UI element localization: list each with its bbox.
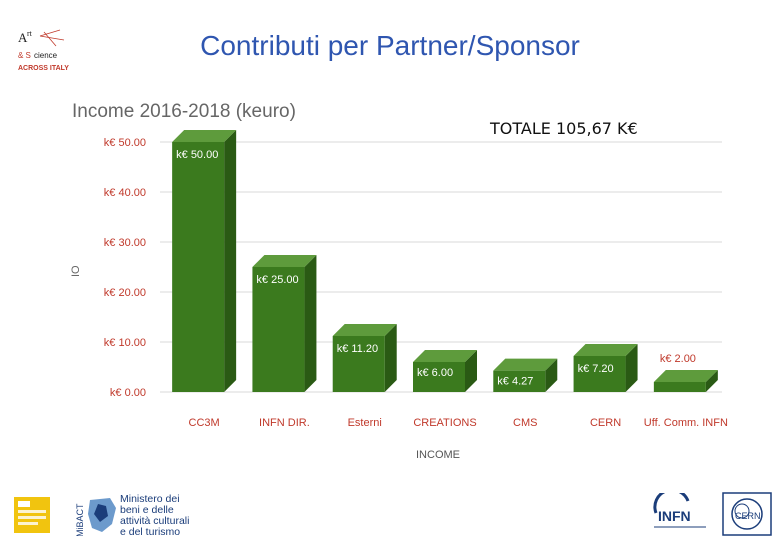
bar-top — [252, 255, 317, 267]
svg-text:ACROSS ITALY: ACROSS ITALY — [18, 65, 69, 72]
data-label: k€ 4.27 — [497, 376, 533, 388]
data-label: k€ 2.00 — [660, 353, 696, 365]
y-tick-label: k€ 20.00 — [104, 287, 146, 299]
y-tick-label: k€ 30.00 — [104, 237, 146, 249]
svg-text:cience: cience — [34, 51, 58, 60]
infn-logo-text: INFN — [658, 508, 691, 524]
svg-text:rt: rt — [27, 29, 33, 38]
x-axis-title: INCOME — [416, 449, 460, 461]
bar-top — [573, 344, 638, 356]
bar-side — [304, 255, 317, 392]
x-tick-label: INFN DIR. — [259, 417, 310, 429]
bar — [252, 267, 305, 392]
bar-top — [332, 324, 397, 336]
bar — [493, 370, 546, 392]
data-label: k€ 7.20 — [578, 363, 614, 375]
x-tick-label: CERN — [590, 417, 621, 429]
data-label: k€ 25.00 — [256, 274, 298, 286]
mibact-logo: MiBACT — [76, 498, 116, 536]
bar-side — [705, 370, 718, 392]
bar-side — [224, 130, 237, 392]
y-tick-label: k€ 0.00 — [110, 387, 146, 399]
y-tick-label: k€ 10.00 — [104, 337, 146, 349]
x-tick-label: Uff. Comm. INFN — [644, 417, 728, 429]
svg-text:A: A — [18, 30, 28, 45]
bar-side — [465, 350, 477, 392]
bar — [573, 356, 626, 392]
svg-text:MiBACT: MiBACT — [76, 503, 85, 536]
bar-side — [384, 324, 397, 392]
cern-logo: CERN — [722, 492, 772, 536]
x-tick-label: Esterni — [348, 417, 382, 429]
total-label: TOTALE 105,67 K€ — [490, 119, 638, 138]
svg-text:& S: & S — [18, 51, 31, 60]
data-label: k€ 6.00 — [417, 367, 453, 379]
y-tick-label: k€ 50.00 — [104, 137, 146, 149]
chart-title: Income 2016-2018 (keuro) — [72, 101, 296, 122]
bar-top — [653, 370, 718, 382]
bar — [413, 362, 465, 392]
bar-top — [493, 358, 558, 371]
x-tick-label: CREATIONS — [413, 417, 476, 429]
data-label: k€ 11.20 — [337, 343, 378, 355]
x-tick-label: CMS — [513, 417, 537, 429]
infn-logo: INFN — [653, 493, 706, 528]
bar — [653, 382, 706, 392]
bar-side — [545, 358, 558, 392]
cern-logo-text: CERN — [735, 511, 761, 521]
bar-top — [172, 130, 237, 142]
ministero-label: Ministero dei beni e delle attività cult… — [120, 493, 190, 538]
slide-title: Contributi per Partner/Sponsor — [200, 30, 580, 61]
y-tick-label: k€ 40.00 — [104, 187, 146, 199]
x-tick-label: CC3M — [189, 417, 220, 429]
year-of-cultural-heritage-logo — [14, 497, 50, 533]
bar-top — [413, 350, 477, 362]
bar — [172, 142, 225, 392]
art-science-logo: A rt & S cience ACROSS ITALY — [18, 29, 69, 72]
bar-side — [625, 344, 638, 392]
bar — [332, 336, 385, 392]
data-label: k€ 50.00 — [176, 149, 218, 161]
